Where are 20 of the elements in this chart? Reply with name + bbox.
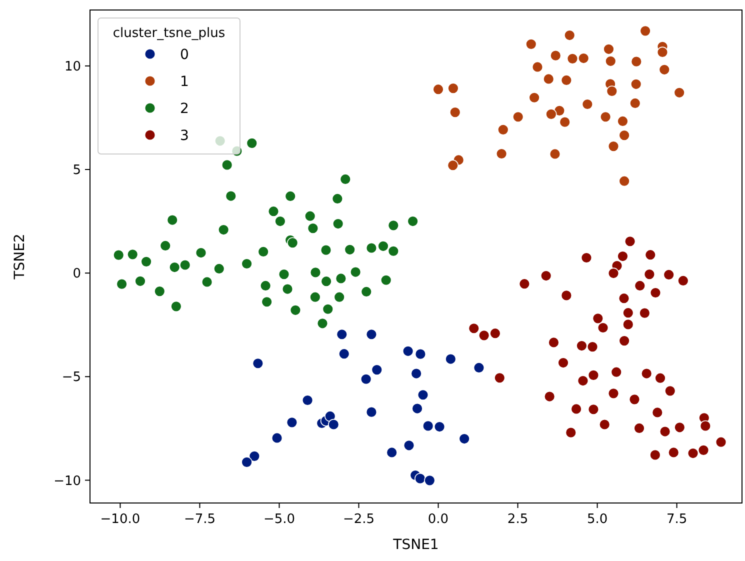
x-tick-label: −7.5 <box>184 512 216 527</box>
y-axis-title: TSNE2 <box>12 234 28 280</box>
y-tick-label: −10 <box>54 474 81 489</box>
y-tick-label: 10 <box>64 59 81 74</box>
x-tick-label: 7.5 <box>666 512 688 527</box>
y-tick-label: 5 <box>72 163 81 178</box>
legend-title: cluster_tsne_plus <box>112 26 226 41</box>
x-axis-title: TSNE1 <box>392 537 439 553</box>
legend-label: 2 <box>180 100 189 117</box>
y-tick-label: −5 <box>62 370 81 386</box>
x-tick-label: 5.0 <box>586 512 608 527</box>
x-tick-label: 0.0 <box>428 512 449 527</box>
legend-label: 3 <box>180 128 189 144</box>
x-tick-label: −2.5 <box>342 512 375 527</box>
legend-label: 0 <box>180 46 189 63</box>
x-tick-label: −10.0 <box>100 512 140 527</box>
x-tick-label: 2.5 <box>507 512 528 527</box>
legend-label: 1 <box>180 74 189 90</box>
y-tick-label: 0 <box>72 266 81 282</box>
x-tick-label: −5.0 <box>263 512 296 527</box>
